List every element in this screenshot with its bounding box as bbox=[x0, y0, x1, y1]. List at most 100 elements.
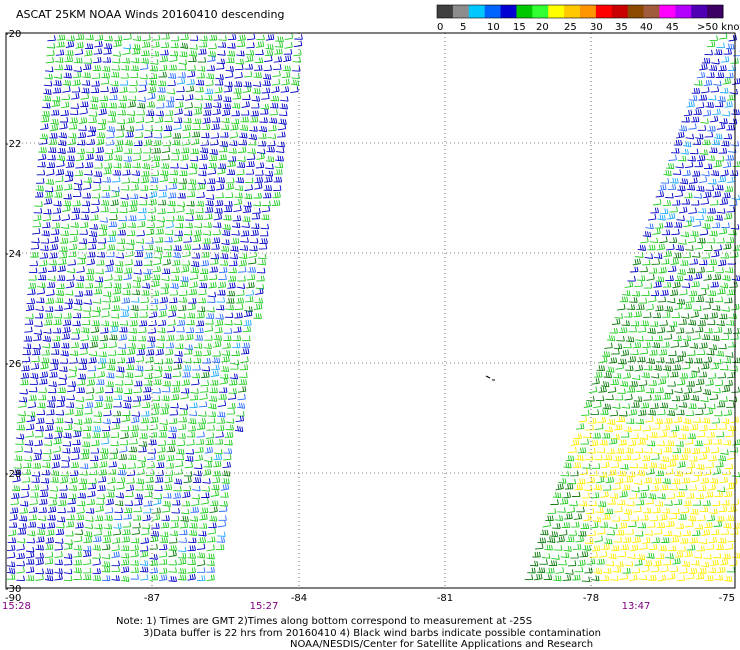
wind-barb bbox=[679, 178, 689, 185]
wind-barb bbox=[583, 514, 592, 522]
wind-barb bbox=[560, 471, 570, 477]
wind-barb bbox=[623, 536, 632, 543]
wind-barb bbox=[47, 265, 57, 272]
wind-barb bbox=[68, 123, 78, 130]
wind-barb bbox=[62, 447, 71, 454]
wind-barb bbox=[698, 371, 708, 378]
wind-barb bbox=[170, 154, 180, 161]
wind-barb bbox=[227, 393, 237, 400]
wind-barb bbox=[255, 49, 264, 56]
wind-barb bbox=[245, 55, 254, 63]
wind-barb bbox=[249, 116, 259, 123]
wind-barb bbox=[722, 439, 732, 446]
wind-barb bbox=[102, 536, 112, 544]
wind-barb bbox=[662, 200, 672, 207]
wind-barb bbox=[294, 34, 303, 40]
wind-barb bbox=[591, 545, 601, 552]
wind-barb bbox=[42, 342, 51, 349]
wind-barb bbox=[237, 266, 247, 273]
wind-barb bbox=[108, 461, 117, 468]
wind-barb bbox=[30, 484, 40, 491]
wind-barb bbox=[200, 497, 209, 505]
wind-barb bbox=[161, 386, 171, 393]
wind-barb bbox=[68, 371, 77, 378]
wind-barb bbox=[239, 124, 249, 131]
wind-barb bbox=[214, 200, 224, 207]
wind-barb bbox=[141, 163, 151, 170]
wind-barb bbox=[67, 138, 77, 146]
wind-barb bbox=[199, 507, 209, 514]
wind-barb bbox=[621, 432, 630, 438]
wind-barb bbox=[94, 276, 104, 283]
wind-barb bbox=[118, 222, 127, 229]
wind-barb bbox=[125, 484, 135, 492]
wind-barb bbox=[689, 342, 699, 349]
wind-barb bbox=[116, 482, 125, 490]
wind-barb bbox=[649, 515, 659, 522]
wind-barb bbox=[263, 64, 272, 72]
wind-barb bbox=[100, 199, 110, 206]
wind-barb bbox=[675, 523, 685, 529]
wind-barb bbox=[278, 110, 288, 117]
wind-barb bbox=[183, 117, 192, 124]
scale-swatch bbox=[516, 5, 533, 18]
wind-barb bbox=[577, 447, 587, 454]
wind-barb bbox=[77, 132, 87, 139]
wind-barb bbox=[216, 418, 226, 424]
wind-barb bbox=[6, 567, 16, 574]
wind-barb bbox=[44, 433, 53, 440]
wind-barb bbox=[141, 528, 150, 536]
wind-barb bbox=[147, 215, 156, 221]
wind-barb bbox=[632, 374, 641, 381]
wind-barb bbox=[662, 281, 672, 288]
wind-barb bbox=[661, 258, 670, 265]
wind-barb bbox=[103, 291, 112, 298]
wind-barb bbox=[274, 162, 284, 169]
wind-barb bbox=[557, 507, 566, 513]
wind-barb bbox=[655, 387, 664, 394]
wind-barb bbox=[652, 507, 661, 514]
wind-barb bbox=[702, 417, 711, 424]
wind-barb bbox=[148, 73, 158, 80]
wind-barb bbox=[685, 133, 695, 140]
wind-barb bbox=[133, 387, 142, 394]
wind-barb bbox=[63, 193, 72, 200]
wind-barb bbox=[40, 123, 49, 130]
wind-barb bbox=[187, 184, 197, 191]
wind-barb bbox=[207, 411, 217, 418]
wind-barb bbox=[724, 101, 733, 108]
wind-barb bbox=[661, 537, 670, 543]
wind-barb bbox=[642, 342, 651, 349]
wind-barb bbox=[615, 363, 624, 370]
wind-barb bbox=[727, 536, 736, 543]
wind-barb bbox=[679, 373, 689, 379]
wind-barb bbox=[679, 288, 688, 296]
wind-barb bbox=[192, 124, 201, 131]
scale-swatch bbox=[675, 5, 692, 18]
wind-barb bbox=[676, 131, 685, 139]
wind-barb bbox=[180, 392, 189, 400]
wind-barb bbox=[694, 440, 703, 447]
wind-barb bbox=[46, 409, 55, 416]
wind-barb bbox=[718, 343, 727, 350]
wind-barb bbox=[705, 185, 715, 191]
wind-barb bbox=[715, 350, 725, 357]
wind-barb bbox=[694, 523, 704, 530]
wind-barb bbox=[30, 372, 39, 380]
wind-barb bbox=[102, 57, 112, 63]
wind-barb bbox=[179, 409, 188, 416]
wind-barb bbox=[687, 433, 696, 440]
wind-barb bbox=[632, 258, 641, 266]
wind-barb bbox=[223, 335, 232, 341]
wind-barb bbox=[83, 299, 92, 305]
wind-barb bbox=[239, 364, 249, 371]
wind-barb bbox=[40, 116, 50, 123]
wind-barb bbox=[204, 94, 213, 101]
wind-barb bbox=[216, 537, 226, 543]
wind-barb bbox=[27, 521, 37, 528]
wind-barb bbox=[148, 311, 158, 318]
wind-barb bbox=[610, 545, 620, 551]
wind-barb bbox=[83, 183, 92, 190]
wind-barb bbox=[697, 320, 706, 326]
wind-barb bbox=[645, 415, 654, 423]
